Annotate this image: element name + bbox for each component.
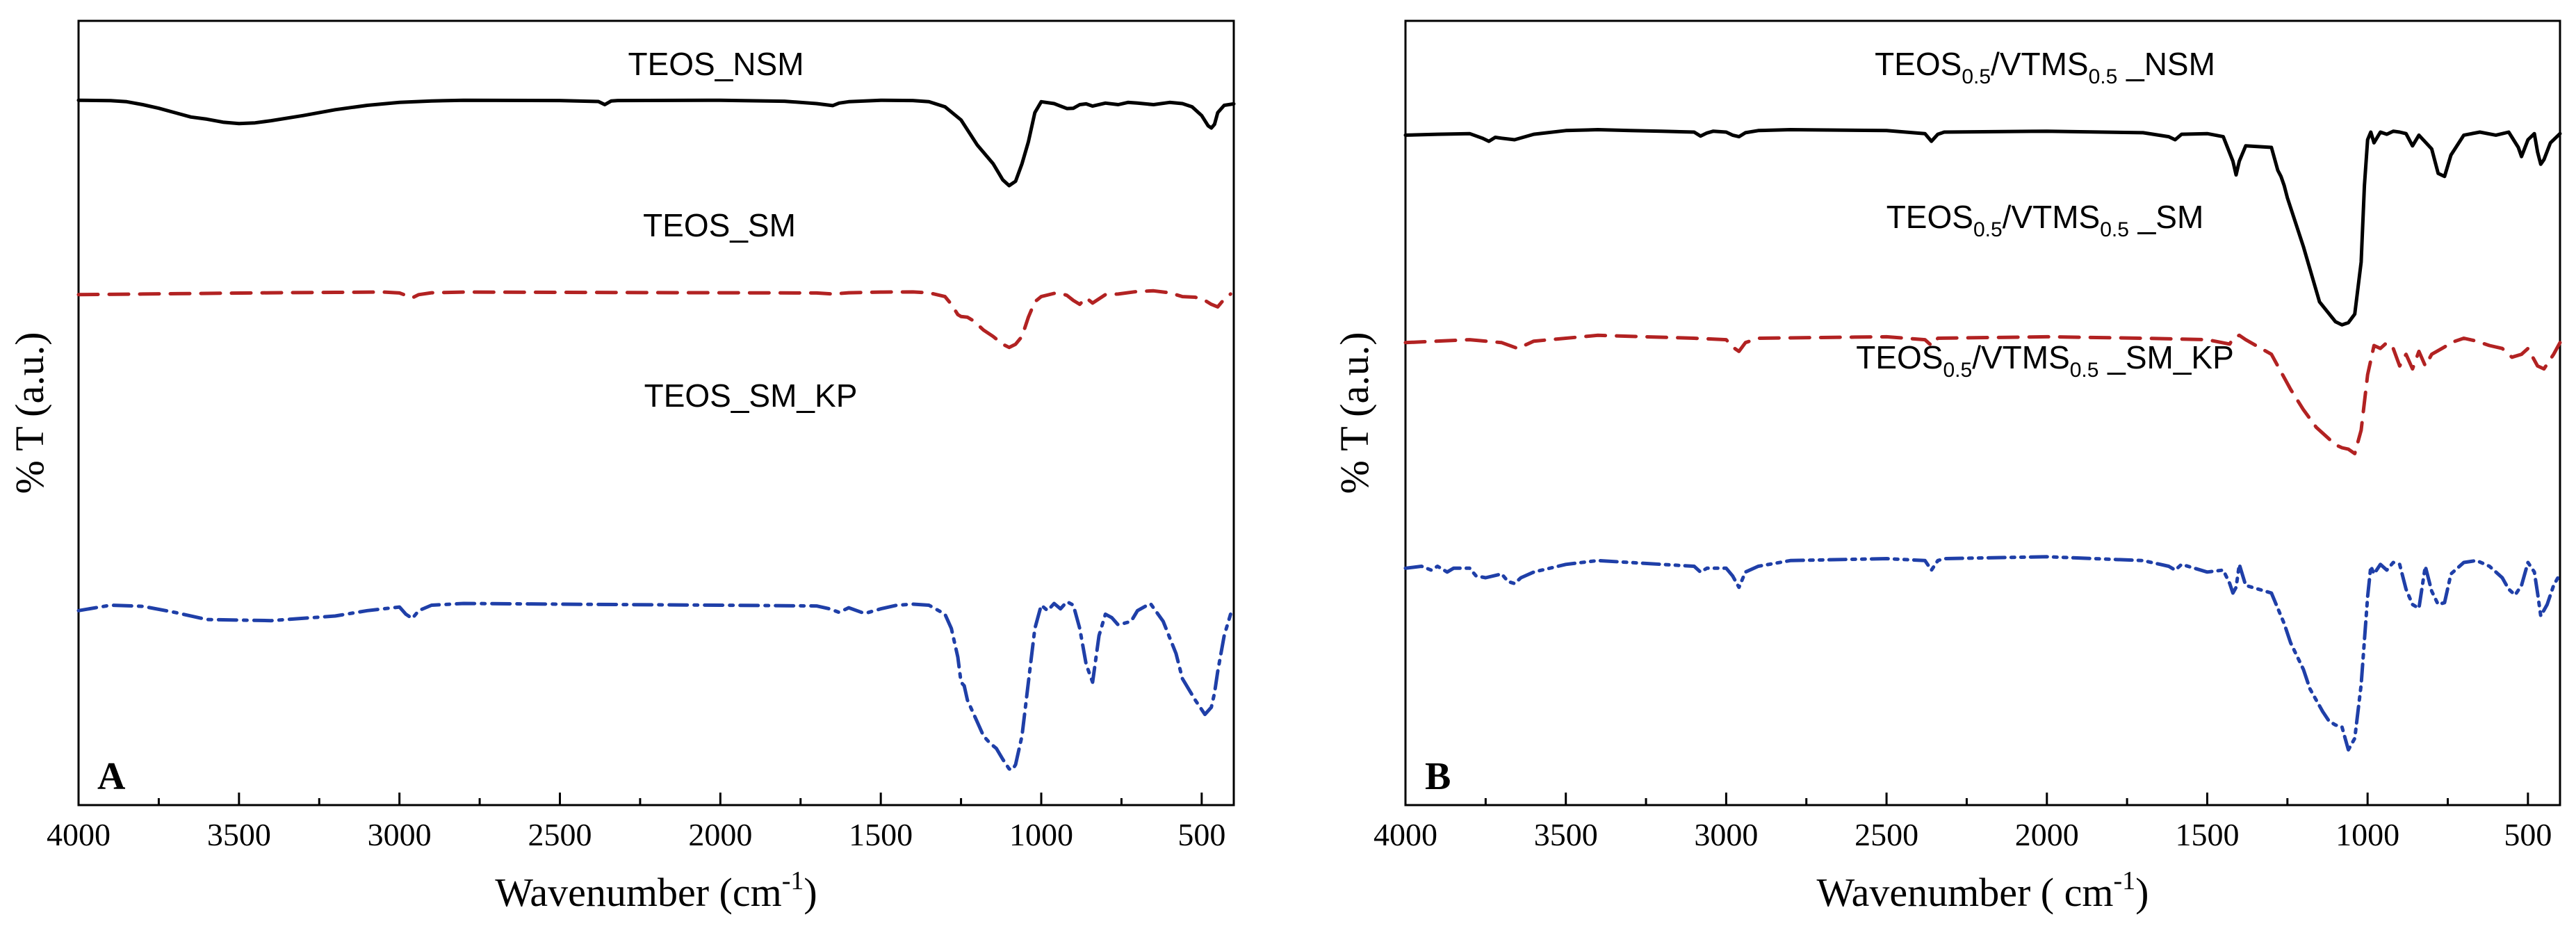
series-label: TEOS0.5/VTMS0.5 _SM_KP [1856,339,2234,382]
y-axis-label: % T (a.u.) [7,332,52,494]
y-axis-label: % T (a.u.) [1332,332,1377,494]
series-line [76,599,1232,772]
x-tick-label: 1000 [2335,817,2399,852]
x-tick-label: 500 [2504,817,2552,852]
plot-frame [1404,19,2561,806]
series-label: TEOS_SM [643,207,796,243]
series-label: TEOS_SM_KP [644,378,858,414]
series-line [1403,555,2562,752]
panel-letter: B [1425,755,1451,798]
panel-letter: A [97,755,126,798]
x-tick-label: 1500 [849,817,913,852]
x-tick-label: 2000 [2015,817,2079,852]
x-tick-label: 1000 [1009,817,1073,852]
x-tick-label: 3500 [1534,817,1598,852]
panel-b: 4000 3500 3000 2500 2000 1500 1000 500 Wavenumbe… [1332,19,2562,915]
series-label: TEOS0.5/VTMS0.5 _SM [1886,199,2204,241]
series-label: TEOS_NSM [628,46,804,82]
series-line [76,289,1232,350]
x-tick-label: 3000 [1694,817,1758,852]
x-tick-label: 4000 [47,817,111,852]
x-axis-label: Wavenumber (cm-1) [495,866,817,915]
series-line [1403,333,2562,455]
x-axis-label: Wavenumber ( cm-1) [1817,866,2149,915]
series-line [1403,128,2562,327]
x-tick-label: 2500 [1854,817,1918,852]
x-tick-label: 3500 [207,817,271,852]
x-tick-label: 2000 [688,817,752,852]
x-tick-label: 4000 [1373,817,1437,852]
series-line [76,98,1236,188]
series-label: TEOS0.5/VTMS0.5 _NSM [1875,46,2215,88]
x-tick-label: 3000 [368,817,432,852]
panel-a: 4000 3500 3000 2500 2000 1500 1000 500 Wavenumbe… [7,19,1236,915]
x-tick-label: 2500 [528,817,592,852]
x-tick-label: 1500 [2175,817,2239,852]
x-tick-label: 500 [1177,817,1225,852]
plot-frame [77,19,1235,806]
